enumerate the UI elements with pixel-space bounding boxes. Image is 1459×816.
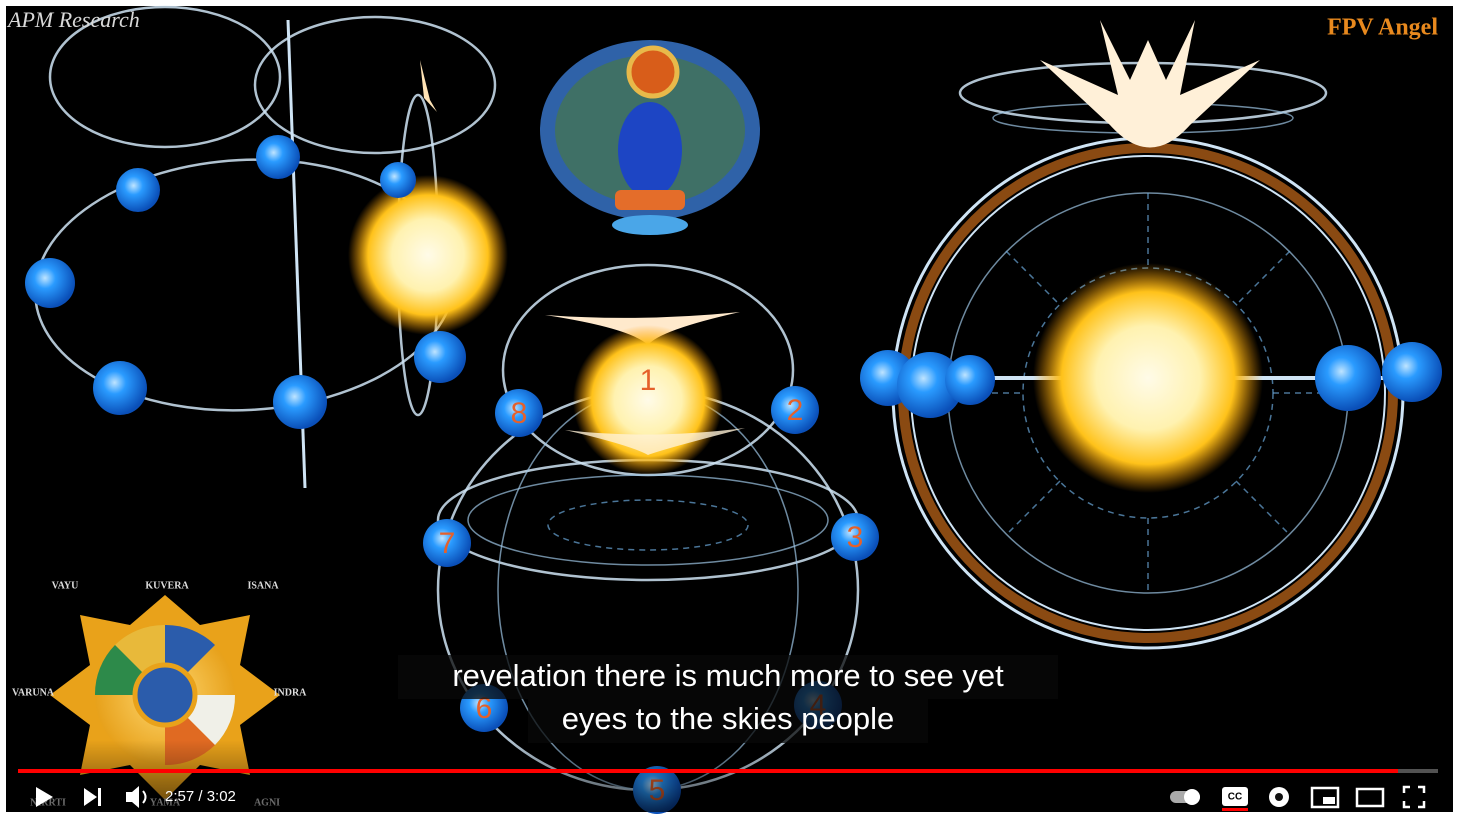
sphere-number: 8	[511, 397, 528, 430]
settings-button[interactable]	[1269, 787, 1289, 807]
caption-line: eyes to the skies people	[562, 701, 895, 736]
progress-bar[interactable]	[18, 769, 1438, 773]
cc-label: CC	[1228, 792, 1242, 803]
direction-label: ISANA	[247, 580, 279, 591]
video-player: 12345678 VAYUKUVERAISANAVARUNAINDRANIRRT…	[0, 0, 1459, 816]
sphere-number: 1	[640, 364, 657, 397]
direction-label: VAYU	[52, 580, 79, 591]
direction-label: VARUNA	[12, 687, 55, 698]
watermark-right: FPV Angel	[1327, 15, 1438, 41]
direction-label: KUVERA	[145, 580, 189, 591]
watermark-left: APM Research	[6, 7, 140, 32]
sphere-number: 7	[439, 527, 456, 560]
sphere-number: 2	[787, 394, 804, 427]
direction-label: INDRA	[274, 687, 308, 698]
sphere-number: 3	[847, 521, 864, 554]
autoplay-toggle[interactable]	[1170, 789, 1200, 805]
time-display: 2:57 / 3:02	[165, 788, 236, 805]
caption-line: revelation there is much more to see yet	[452, 658, 1004, 693]
